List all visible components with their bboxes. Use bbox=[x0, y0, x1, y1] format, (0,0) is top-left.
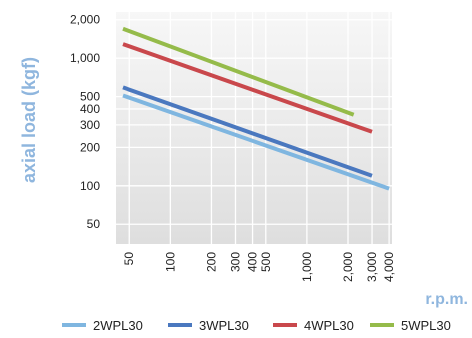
legend-label: 4WPL30 bbox=[304, 318, 354, 333]
legend-label: 2WPL30 bbox=[93, 318, 143, 333]
x-tick-label: 4,000 bbox=[382, 252, 396, 282]
legend: 2WPL30 3WPL30 4WPL30 5WPL30 bbox=[62, 318, 451, 333]
y-tick-label: 100 bbox=[80, 179, 100, 193]
x-tick-label: 1,000 bbox=[300, 252, 314, 282]
x-tick-label: 50 bbox=[122, 252, 136, 266]
series-lines bbox=[122, 26, 390, 191]
x-tick-label: 500 bbox=[259, 252, 273, 272]
series-line-5wpl30 bbox=[122, 26, 355, 117]
grid bbox=[116, 12, 392, 244]
y-tick-label: 500 bbox=[80, 90, 100, 104]
y-tick-label: 2,000 bbox=[70, 13, 100, 27]
y-tick-label: 200 bbox=[80, 140, 100, 154]
y-tick-label: 50 bbox=[87, 217, 101, 231]
y-tick-label: 400 bbox=[80, 102, 100, 116]
x-tick-label: 3,000 bbox=[365, 252, 379, 282]
x-tick-label: 400 bbox=[246, 252, 260, 272]
y-tick-label: 300 bbox=[80, 118, 100, 132]
legend-label: 3WPL30 bbox=[199, 318, 249, 333]
x-tick-label: 200 bbox=[204, 252, 218, 272]
legend-label: 5WPL30 bbox=[401, 318, 451, 333]
series-line-2wpl30 bbox=[122, 93, 390, 191]
x-axis-label: r.p.m. bbox=[425, 291, 468, 308]
x-tick-label: 100 bbox=[163, 252, 177, 272]
x-tick-label: 300 bbox=[228, 252, 242, 272]
y-tick-label: 1,000 bbox=[70, 51, 100, 65]
x-tick-label: 2,000 bbox=[341, 252, 355, 282]
y-axis-label: axial load (kgf) bbox=[19, 57, 39, 183]
plot-area bbox=[116, 12, 392, 244]
series-line-4wpl30 bbox=[122, 42, 373, 134]
x-tick-labels: 50 100 200 300 400 500 1,000 2,000 3,000 4,000 bbox=[122, 252, 396, 282]
series-line-3wpl30 bbox=[122, 85, 373, 178]
